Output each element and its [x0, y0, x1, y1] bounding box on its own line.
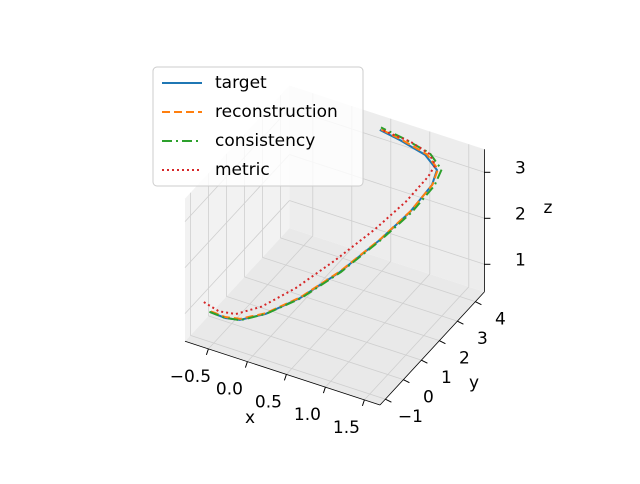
series-line: [209, 126, 443, 322]
grid-line: [262, 257, 458, 322]
grid-line: [244, 276, 440, 342]
tick-mark: [322, 386, 326, 394]
grid-line: [208, 235, 314, 350]
pane-floor: [185, 228, 485, 405]
z-tick-label: 3: [515, 158, 526, 178]
x-tick-label: 0.0: [216, 380, 243, 400]
tick-mark: [361, 399, 365, 407]
tick-mark: [475, 301, 482, 306]
grid-line: [247, 248, 353, 362]
z-axis-label: z: [544, 198, 553, 218]
y-axis-label: y: [469, 373, 479, 393]
legend-label: consistency: [215, 131, 315, 151]
series-line: [203, 129, 437, 316]
x-axis: [184, 340, 381, 406]
x-tick-label: −0.5: [170, 367, 211, 387]
y-tick-label: 3: [477, 329, 488, 349]
y-tick-label: 4: [495, 310, 506, 330]
y-axis: [379, 291, 485, 406]
grid-line: [286, 261, 392, 375]
grid-line: [364, 286, 470, 401]
y-tick-label: 2: [459, 349, 470, 369]
x-tick-label: 1.0: [294, 405, 321, 425]
legend-box: [152, 66, 364, 187]
grid-line: [190, 335, 386, 400]
series-line: [210, 128, 439, 320]
grid-line: [184, 200, 290, 314]
legend: target reconstruction consistency metric: [152, 66, 364, 187]
y-tick-label: 1: [441, 368, 452, 388]
tick-mark: [403, 379, 410, 384]
grid-line: [325, 273, 431, 388]
legend-label: target: [215, 73, 267, 93]
tick-mark: [457, 320, 464, 325]
y-tick-label: 0: [423, 388, 434, 408]
tick-mark: [439, 340, 446, 345]
x-tick-label: 1.5: [333, 418, 360, 438]
z-tick-label: 1: [515, 250, 526, 270]
y-tick-label: −1: [398, 407, 423, 427]
x-axis-label: x: [245, 408, 255, 428]
tick-mark: [205, 348, 209, 356]
grid-line: [208, 315, 404, 381]
tick-mark: [283, 374, 287, 381]
tick-mark: [244, 361, 248, 368]
grid-line: [280, 237, 476, 303]
tick-mark: [385, 398, 392, 403]
legend-label: reconstruction: [215, 102, 338, 122]
legend-label: metric: [215, 160, 270, 180]
tick-mark: [421, 359, 428, 364]
z-tick-label: 2: [515, 204, 526, 224]
grid-line: [226, 296, 422, 361]
x-tick-label: 0.5: [255, 392, 282, 412]
